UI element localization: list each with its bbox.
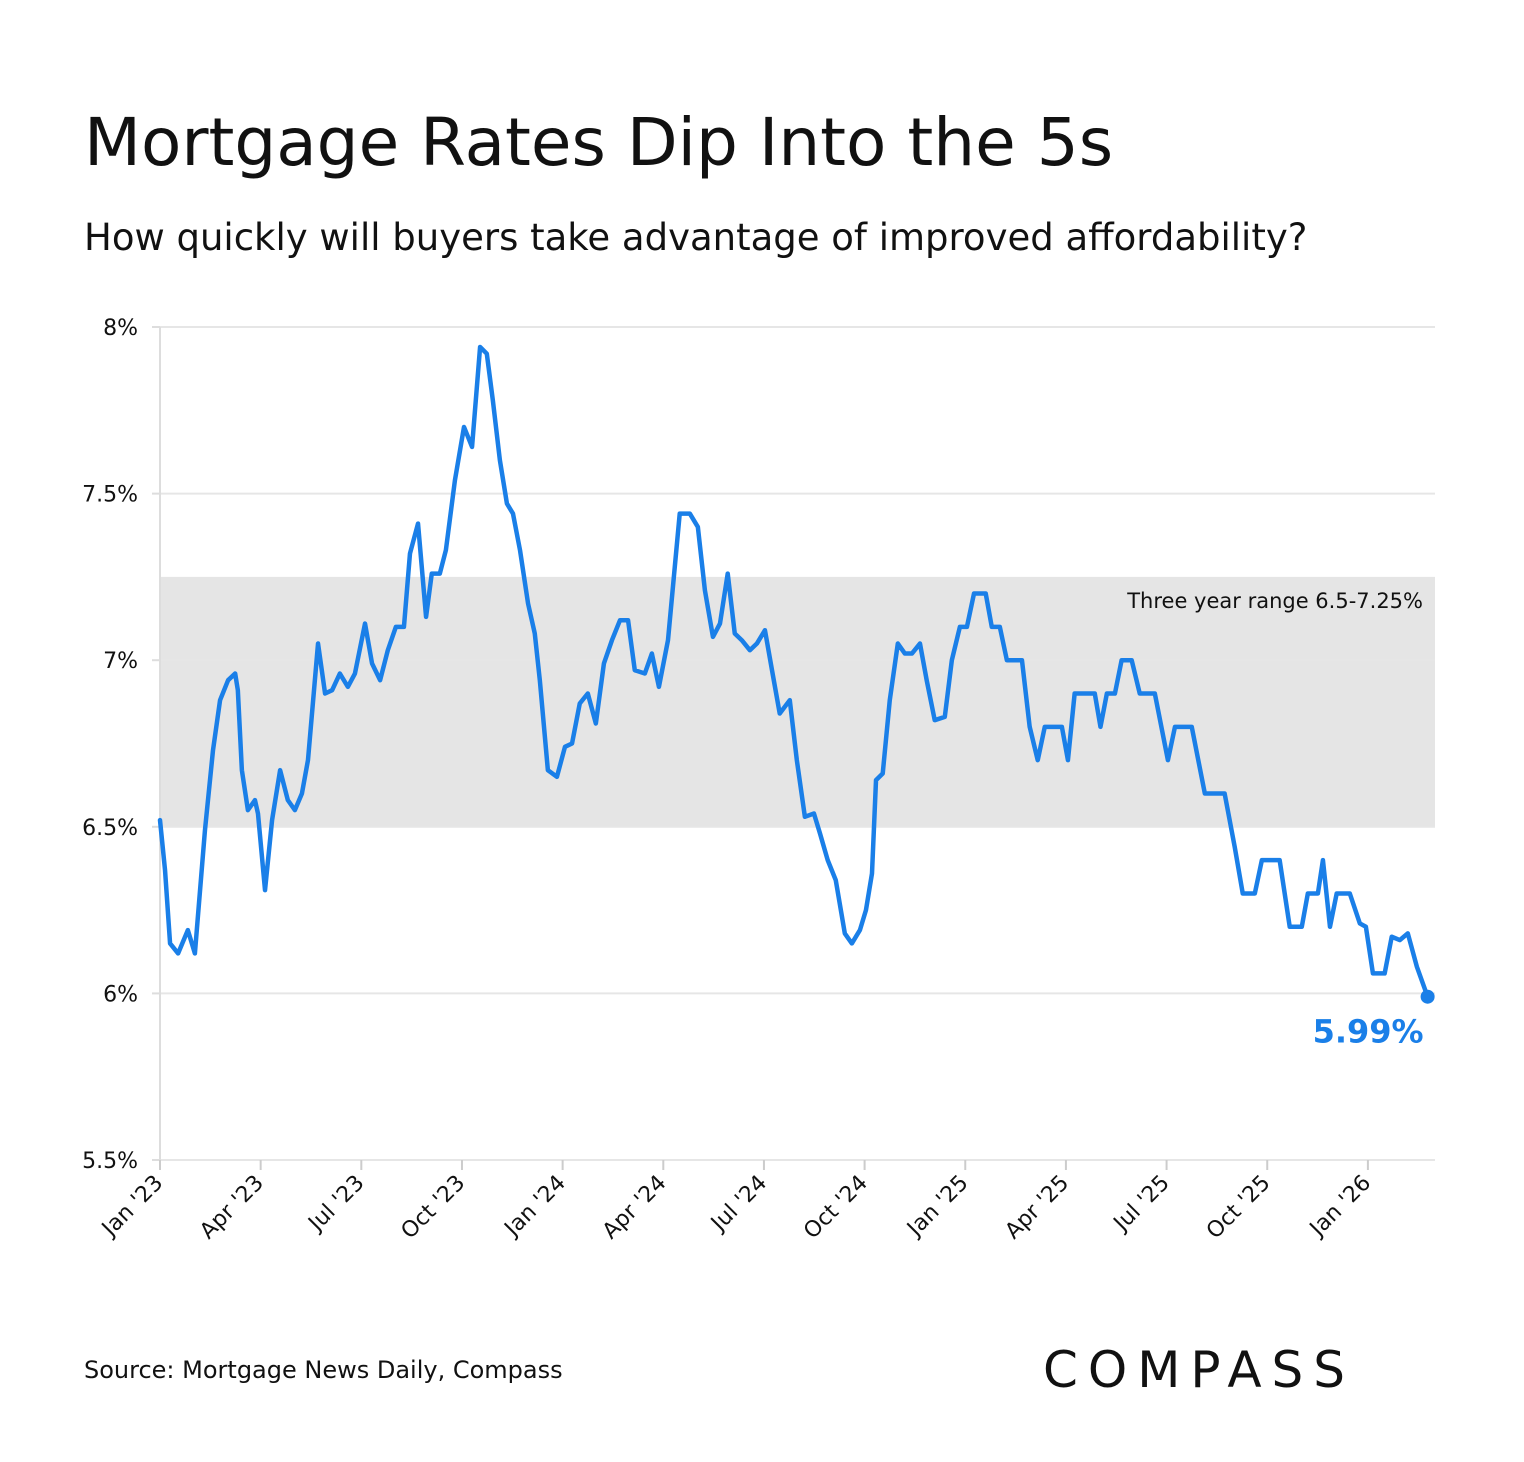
rate-line (157, 344, 1430, 999)
y-tick-label: 8% (103, 316, 138, 341)
source: Source: Mortgage News Daily, Compass (84, 1356, 563, 1384)
x-tick-label: Jul '25 (1108, 1171, 1175, 1238)
y-tick-label: 6.5% (82, 816, 138, 841)
range-band (160, 576, 1435, 827)
plot-area: 5.5% 6% 6.5% 7% 7.5% 8% Jan '23 Apr '23 Jul '23 O… (82, 316, 1435, 1244)
y-tick-label: 7.5% (82, 483, 138, 508)
y-tick-label: 6% (103, 982, 138, 1007)
y-tick-label: 5.5% (82, 1149, 138, 1174)
end-point (1420, 989, 1435, 1004)
y-tick-label: 7% (103, 649, 138, 674)
x-tick-label: Apr '24 (598, 1171, 672, 1245)
x-tick-label: Jan '26 (1304, 1171, 1376, 1243)
x-tick-label: Jan '23 (96, 1171, 168, 1243)
chart-subtitle: How quickly will buyers take advantage o… (84, 216, 1307, 259)
end-label: 5.99% (1313, 1013, 1424, 1051)
x-tick-label: Jul '24 (705, 1171, 772, 1238)
x-tick-label: Oct '24 (799, 1171, 873, 1245)
x-tick-label: Jan '24 (499, 1171, 571, 1243)
x-tick-label: Apr '25 (1001, 1171, 1075, 1245)
band-label: Three year range 6.5-7.25% (1126, 589, 1423, 613)
x-tick-label: Oct '25 (1202, 1171, 1276, 1245)
logo: COMPASS (1043, 1341, 1355, 1399)
x-tick-label: Jul '23 (303, 1171, 370, 1238)
chart-title: Mortgage Rates Dip Into the 5s (84, 104, 1113, 181)
x-tick-label: Apr '23 (195, 1171, 269, 1245)
x-tick-label: Oct '23 (397, 1171, 471, 1245)
x-tick-label: Jan '25 (901, 1171, 973, 1243)
